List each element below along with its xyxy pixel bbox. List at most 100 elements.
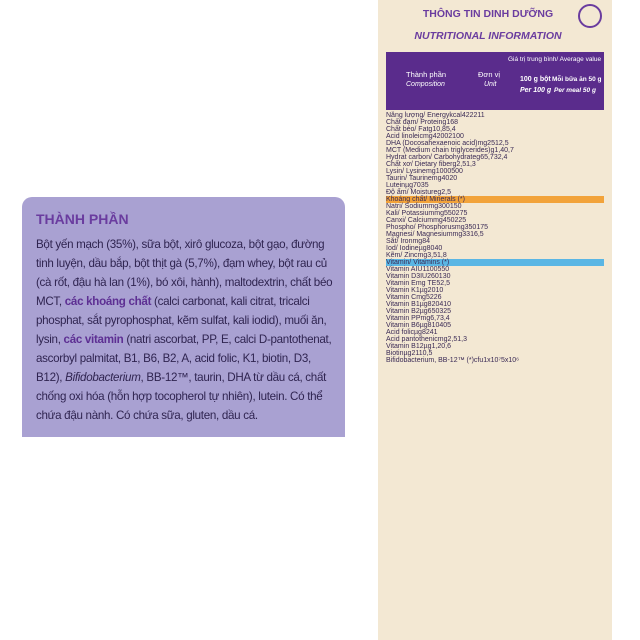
nutrient-value: mg [477, 140, 488, 147]
nutrient-value: g [476, 154, 481, 161]
table-row: Vitamin Cmg5226 [386, 294, 604, 301]
nutrient-name: Hydrat carbon/ Carbohydrate [386, 154, 477, 161]
nutrient-value: 422 [461, 112, 474, 119]
nutrient-value: µg [423, 343, 432, 350]
nutrient-value: 5 [436, 280, 441, 287]
table-row: Vitamin D3IU260130 [386, 273, 604, 280]
nutrient-value: 130 [438, 273, 451, 280]
nutrient-value: mg [428, 203, 439, 210]
table-row: Lysin/ Lysinemg1000500 [386, 168, 604, 175]
nutrient-value: µg [419, 301, 428, 308]
table-row: MCT (Medium chain triglycerides)g1,40,7 [386, 147, 604, 154]
nutrient-value: 8 [454, 119, 459, 126]
nutrient-value: 175 [476, 224, 488, 231]
nutrient-value: 70 [413, 182, 421, 189]
nutrient-value: 211 [473, 112, 485, 119]
nutrient-value: 4 [426, 238, 431, 245]
table-row: Chất xơ/ Dietary fiberg2,51,3 [386, 161, 604, 168]
ingredients-panel: THÀNH PHẦN Bột yến mạch (35%), sữa bột, … [22, 197, 345, 437]
nutrient-value: 1000 [435, 168, 452, 175]
nutrient-value: g [428, 126, 433, 133]
nutrient-name: Iod/ Iodine [386, 245, 419, 252]
nutrient-value: 1x10⁷ [483, 357, 501, 364]
nutrient-name: Magnesi/ Magnesium [386, 231, 453, 238]
nutrient-name: Vitamin B1 [386, 301, 420, 308]
table-row: Vitamin PPmg6,73,4 [386, 315, 604, 322]
text: , BB-12™, taurin, DHA từ dầu cá, chất ch… [36, 371, 327, 422]
table-row: Vitamin AIU1100550 [386, 266, 604, 273]
nutrient-name: Vitamin E [386, 280, 416, 287]
ingredients-title: THÀNH PHẦN [36, 211, 129, 227]
nutrition-title: THÔNG TIN DINH DƯỠNG [422, 8, 554, 20]
nutrient-value: µg [419, 287, 428, 294]
nutrient-name: Bifidobacterium, BB-12™ (*) [386, 357, 474, 364]
table-row: Phospho/ Phosphorusmg350175 [386, 224, 604, 231]
section-title: Khoáng chất/ Minerals (*) [386, 196, 465, 203]
nutrient-value: µg [419, 308, 428, 315]
section-title: Vitamin/ Vitamins (*) [386, 259, 450, 266]
nutrient-value: 1,3 [457, 336, 467, 343]
nutrient-value: 5x10⁶ [500, 357, 520, 364]
nutrient-name: Phospho/ Phosphorus [386, 224, 455, 231]
nutrient-value: 1100 [422, 266, 438, 273]
nutrient-value: 260 [427, 273, 439, 280]
nutrient-name: Kẽm/ Zinc [386, 252, 418, 259]
header-cell: Đơn vị [478, 70, 501, 79]
ingredients-text: Bột yến mạch (35%), sữa bột, xirô glucoz… [36, 235, 336, 425]
nutrient-value: 5,4 [445, 126, 456, 133]
nutrient-value: 2100 [448, 133, 464, 140]
table-row: Chất béo/ Fatg10,85,4 [386, 126, 604, 133]
nutrient-value: 26 [433, 294, 442, 301]
nutrient-value: 225 [454, 217, 467, 224]
nutrient-value: mg [417, 252, 428, 259]
nutrient-value: mg TE [415, 280, 437, 287]
nutrient-value: 450 [442, 217, 455, 224]
table-header: Thành phần Composition Đơn vị Unit Giá t… [386, 52, 604, 110]
nutrient-value: 500 [451, 168, 463, 175]
nutrient-name: Lutein [386, 182, 406, 189]
nutrient-value: mg [416, 294, 426, 301]
text-italic: Bifidobacterium [65, 371, 141, 384]
nutrient-value: 40 [434, 245, 443, 252]
nutrient-name: Vitamin B2 [386, 308, 420, 315]
nutrient-value: 150 [449, 203, 462, 210]
nutrient-name: Natri/ Sodium [386, 203, 429, 210]
text-bold: các vitamin [63, 333, 124, 346]
table-row: Năng lượng/ Energykcal422211 [386, 112, 604, 119]
nutrient-value: 410 [439, 301, 452, 308]
nutrient-value: cfu [473, 357, 484, 364]
nutrient-value: 33 [462, 231, 471, 238]
nutrient-value: 6,7 [430, 315, 440, 322]
nutrient-name: Năng lượng/ Energy [386, 112, 450, 119]
nutrient-value: 2,5 [447, 336, 458, 343]
header-cell: Giá trị trung bình/ Average value [508, 56, 602, 63]
nutrient-name: Canxi/ Calcium [386, 217, 434, 224]
nutrient-value: 650 [427, 308, 440, 315]
nutrient-value: IU [415, 266, 423, 273]
nutrient-value: 16 [446, 119, 455, 126]
nutrient-name: Acid pantothenic [386, 336, 438, 343]
table-row: Taurin/ Taurinemg4020 [386, 175, 604, 182]
header-cell: Composition [406, 81, 445, 88]
table-row: Iod/ Iodineµg8040 [386, 245, 604, 252]
nutrient-value: 325 [439, 308, 452, 315]
nutrition-subtitle: NUTRITIONAL INFORMATION [414, 30, 562, 42]
nutrient-value: 21 [411, 350, 419, 357]
table-row: Kẽm/ Zincmg3,51,8 [386, 252, 604, 259]
nutrient-name: Vitamin B12 [386, 343, 424, 350]
table-row: Vitamin B2µg650325 [386, 308, 604, 315]
nutrient-value: 35 [420, 182, 429, 189]
nutrient-name: Vitamin A [386, 266, 416, 273]
nutrient-name: Chất đạm/ Protein [386, 119, 443, 126]
nutrient-value: 10,8 [432, 126, 446, 133]
nutrient-value: 3,4 [439, 315, 450, 322]
nutrient-name: Acid linoleic [386, 133, 423, 140]
nutrient-value: 1,8 [436, 252, 447, 259]
nutrient-name: Kali/ Potassium [386, 210, 435, 217]
nutrient-value: 41 [429, 329, 438, 336]
nutrient-value: g [442, 119, 447, 126]
header-cell: Thành phần [406, 70, 447, 79]
text: (calci carbonat, kali citrat, tricalci p… [36, 295, 327, 346]
section-header: Khoáng chất/ Minerals (*) [386, 196, 604, 203]
